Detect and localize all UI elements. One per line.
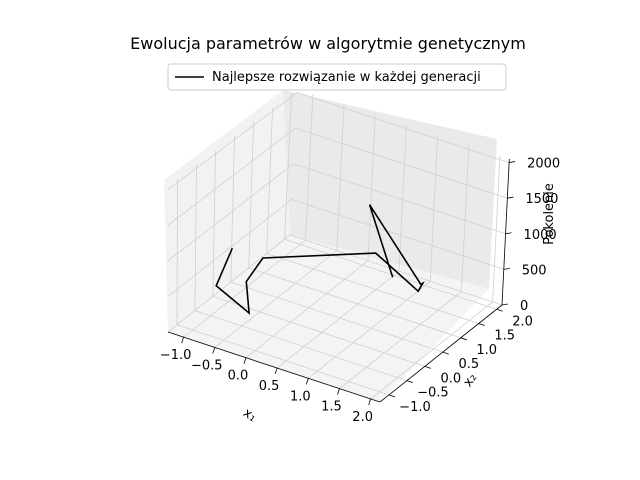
legend: Najlepsze rozwiązanie w każdej generacji <box>167 63 507 91</box>
z-tick-mark <box>503 267 510 270</box>
legend-box <box>167 63 507 91</box>
y-tick-mark <box>460 337 467 341</box>
z-gridline <box>167 163 506 262</box>
data-series <box>215 204 425 315</box>
x-tick-mark <box>337 388 340 395</box>
y-tick-mark <box>406 380 414 383</box>
x-tick-label: 0.0 <box>228 369 249 384</box>
x-tick-mark <box>368 398 372 406</box>
x-tick-mark <box>274 367 278 375</box>
x-tick-label: 1.5 <box>321 400 342 415</box>
y-tick-label: 2.0 <box>512 314 533 329</box>
x-axis-line <box>167 331 381 403</box>
y-tick-mark <box>478 323 485 326</box>
x-tick-label: 1.0 <box>290 389 311 404</box>
y-tick-mark <box>442 351 449 355</box>
series-line <box>215 204 425 315</box>
y-tick-label: 0.0 <box>441 371 462 386</box>
x-axis-label: x₁ <box>240 406 259 426</box>
z-tick-mark <box>507 196 514 199</box>
z-gridline <box>167 127 508 226</box>
z-tick-label: 0 <box>520 299 528 314</box>
pane-back-wall <box>283 90 497 289</box>
x-tick-mark <box>212 347 216 354</box>
x-tick-label: −1.0 <box>160 348 192 363</box>
y-tick-label: −0.5 <box>417 386 449 401</box>
y-tick-mark <box>388 394 396 398</box>
x-tick-label: −0.5 <box>191 358 223 373</box>
pane-floor <box>168 235 489 402</box>
z-gridline <box>167 92 510 190</box>
y-axis-line <box>379 304 503 403</box>
tick-labels: −1.0−0.50.00.51.01.52.0−1.0−0.50.00.51.0… <box>160 157 560 425</box>
legend-entry-label: Najlepsze rozwiązanie w każdej generacji <box>212 70 481 85</box>
y-tick-label: −1.0 <box>399 400 431 415</box>
z-gridline <box>167 234 503 333</box>
z-tick-mark <box>505 232 512 235</box>
x-tick-label: 0.5 <box>259 379 280 394</box>
grid-lines <box>167 92 510 400</box>
z-tick-label: 1500 <box>525 192 558 207</box>
z-axis-line <box>501 158 510 306</box>
y-tick-label: 1.0 <box>476 343 497 358</box>
z-tick-mark <box>509 161 516 163</box>
z-tick-label: 1000 <box>524 228 557 243</box>
y-tick-label: 0.5 <box>458 357 479 372</box>
y-tick-mark <box>496 308 503 312</box>
x-tick-mark <box>305 378 309 385</box>
y-axis-label: x₂ <box>461 371 481 390</box>
y-tick-label: 1.5 <box>494 329 515 344</box>
z-axis-label: Pokolenie <box>542 183 557 245</box>
chart-title: Ewolucja parametrów w algorytmie genetyc… <box>130 34 526 53</box>
z-tick-mark <box>501 303 509 306</box>
z-gridline <box>167 198 504 297</box>
axis-lines <box>167 158 510 403</box>
y-tick-mark <box>424 365 431 369</box>
x-tick-label: 2.0 <box>352 410 373 425</box>
z-tick-label: 500 <box>522 263 547 278</box>
x-tick-mark <box>181 337 184 344</box>
x-tick-mark <box>243 357 247 364</box>
z-tick-label: 2000 <box>527 157 560 172</box>
